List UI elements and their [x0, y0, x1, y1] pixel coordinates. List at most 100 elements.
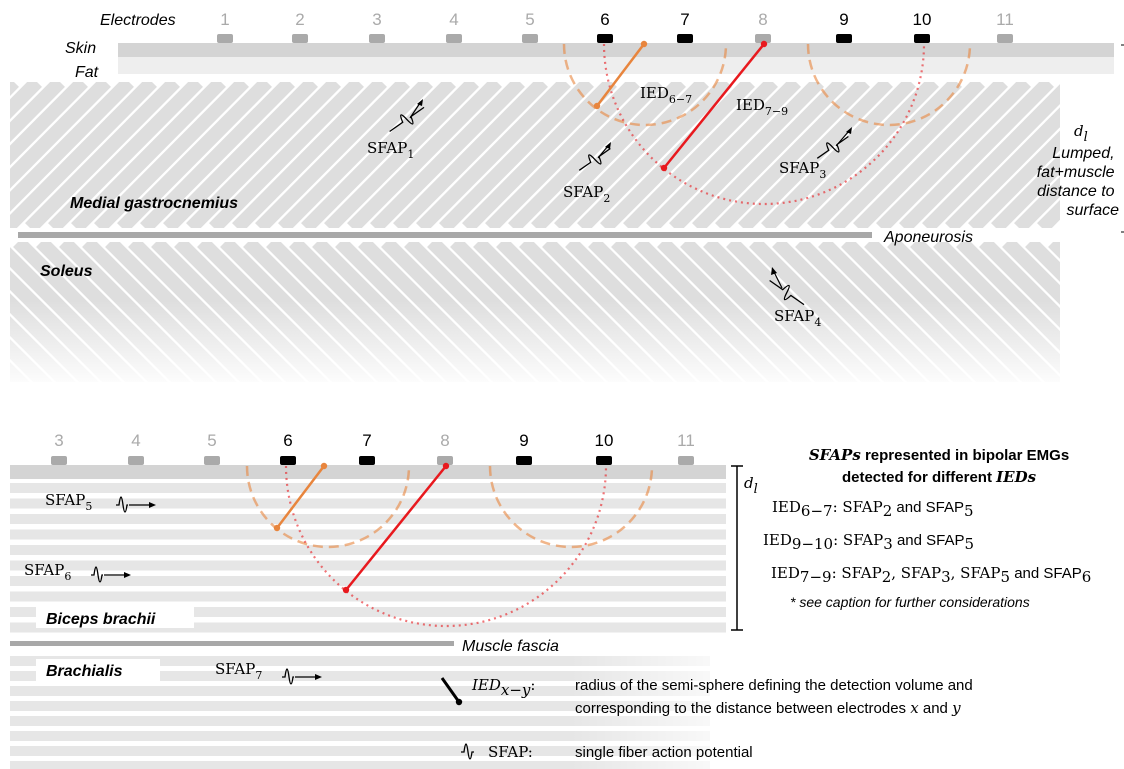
mg-fiber: [853, 82, 1008, 228]
mg-fiber: [531, 82, 686, 228]
mg-fiber: [738, 82, 893, 228]
top-electrode-2: [292, 34, 308, 43]
legend-title-line1: SFAPs represented in bipolar EMGs: [809, 446, 1069, 464]
top-electrode-number: 2: [295, 10, 304, 29]
biceps-fiber: [10, 483, 726, 493]
bottom-arc-ied-9-10: [488, 465, 654, 549]
bottom-electrode-5: [204, 456, 220, 465]
skin-layer: [118, 43, 1114, 57]
top-electrode-5: [522, 34, 538, 43]
biceps-fibers: [10, 483, 726, 633]
biceps-fiber: [10, 591, 726, 602]
mg-fiber: [876, 82, 1031, 228]
top-electrode-11: [997, 34, 1013, 43]
mg-fiber: [10, 82, 42, 120]
key-ied-label: IEDx−y:: [471, 676, 535, 699]
mg-fiber: [163, 82, 318, 228]
mg-fiber: [347, 82, 502, 228]
mg-fiber: [393, 82, 548, 228]
mg-fiber: [209, 82, 364, 228]
legend-row-ied-7-9: IED7−9: SFAP2, SFAP3, SFAP5 and SFAP6: [771, 564, 1091, 586]
bottom-electrode-number: 11: [677, 431, 695, 450]
mg-fiber: [922, 84, 1060, 228]
bottom-electrode-number: 9: [519, 431, 528, 450]
sfap2-waveform: [578, 147, 611, 171]
mg-fiber: [554, 82, 709, 228]
top-electrode-number: 11: [996, 10, 1014, 29]
top-electrode-10: [914, 34, 930, 43]
top-electrode-8: [755, 34, 771, 43]
arc-ied-6-7: [562, 43, 728, 127]
sfap6-waveform: [91, 566, 131, 583]
top-electrode-6: [597, 34, 613, 43]
top-electrode-number: 10: [913, 10, 932, 29]
bottom-electrode-6: [280, 456, 296, 465]
bottom-electrode-10: [596, 456, 612, 465]
top-electrode-number: 9: [839, 10, 848, 29]
sfap4-label: SFAP4: [774, 307, 821, 329]
arc-ied-9-10: [806, 43, 972, 127]
top-electrode-number: 4: [449, 10, 458, 29]
medial-gastrocnemius-label: Medial gastrocnemius: [70, 195, 238, 212]
mg-fiber: [991, 153, 1060, 228]
dl-top-label: dl: [1074, 122, 1088, 145]
mg-fiber: [186, 82, 341, 228]
key-sfap-label: SFAP:: [488, 743, 533, 761]
mg-fiber: [715, 82, 870, 228]
bottom-electrode-number: 6: [283, 431, 292, 450]
mg-fiber: [10, 82, 157, 228]
sfap2-label: SFAP2: [563, 183, 610, 205]
mg-fiber: [899, 82, 1054, 228]
legend: SFAPs represented in bipolar EMGs detect…: [440, 446, 1091, 761]
bottom-electrode-4: [128, 456, 144, 465]
mg-fiber: [301, 82, 456, 228]
top-electrode-number: 8: [758, 10, 767, 29]
bottom-electrode-number: 3: [54, 431, 63, 450]
bottom-electrode-number: 10: [595, 431, 614, 450]
mg-fiber: [10, 82, 65, 143]
sfap1-label: SFAP1: [367, 139, 414, 161]
top-electrode-number: 7: [680, 10, 689, 29]
mg-fiber: [600, 82, 755, 228]
bottom-electrode-11: [678, 456, 694, 465]
top-electrode-7: [677, 34, 693, 43]
mg-fiber: [1014, 176, 1060, 228]
key-ied-line-icon: [440, 677, 461, 703]
top-electrodes: 1 2 3 4 5 6 7 8 9 10 11: [217, 10, 1014, 43]
mg-fiber: [945, 107, 1060, 228]
top-diagram: Electrodes Skin Fat 1 2 3 4 5 6 7 8 9 10 11 Aponeu…: [0, 10, 1124, 390]
soleus-fiber: [1025, 242, 1060, 282]
bottom-electrodes: 3 4 5 6 7 8 9 10 11: [51, 431, 695, 465]
aponeurosis-layer: [18, 232, 872, 238]
ied-7-9-label: IED7−9: [736, 96, 788, 118]
sfap3-label: SFAP3: [779, 159, 826, 181]
top-electrode-1: [217, 34, 233, 43]
ied-7-9-radius: [663, 43, 765, 169]
mg-fiber: [370, 82, 525, 228]
top-electrode-9: [836, 34, 852, 43]
mg-fiber: [669, 82, 824, 228]
mg-fiber: [968, 130, 1060, 228]
top-electrode-number: 3: [372, 10, 381, 29]
bottom-electrode-8: [437, 456, 453, 465]
soleus-fiber: [1002, 242, 1060, 305]
sfap6-label: SFAP6: [24, 561, 71, 583]
mg-fiber: [485, 82, 640, 228]
sfap7-label: SFAP7: [215, 660, 262, 682]
key-ied-desc1: radius of the semi-sphere defining the d…: [575, 677, 973, 694]
mg-fiber: [10, 82, 134, 212]
fat-layer: [118, 57, 1114, 74]
mg-fiber: [117, 82, 272, 228]
mg-fiber: [784, 82, 939, 228]
biceps-fiber: [10, 498, 726, 509]
biceps-fiber: [10, 529, 726, 540]
bottom-diagram: 3 4 5 6 7 8 9 10 11 Muscle fascia dl SFAP5 SFAP6: [0, 431, 760, 769]
mg-fiber: [140, 82, 295, 228]
top-electrode-4: [446, 34, 462, 43]
biceps-fiber: [10, 622, 726, 633]
mg-fiber: [10, 82, 111, 189]
mg-fiber: [577, 82, 732, 228]
bottom-arc-ied-6-7: [245, 465, 411, 549]
biceps-fiber: [10, 545, 726, 555]
biceps-fiber: [10, 576, 726, 586]
